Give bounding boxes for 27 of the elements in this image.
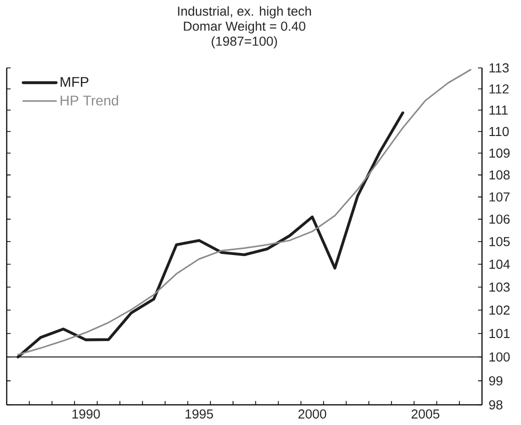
y-tick-label: 105 — [490, 236, 510, 246]
legend-label: HP Trend — [60, 95, 118, 106]
text: (1987=100) — [212, 36, 277, 48]
y-tick-label: 107 — [490, 192, 510, 202]
y-tick-label: 103 — [490, 282, 510, 292]
chart-title: Industrial, ex. high tech — [178, 6, 311, 18]
y-tick-label: 108 — [490, 170, 510, 180]
legend-label: MFP — [60, 77, 88, 87]
y-tick-label: 111 — [490, 106, 508, 115]
y-tick-label: 113 — [490, 63, 509, 72]
y-tick-label: 104 — [490, 260, 510, 269]
line-series — [17, 68, 472, 356]
y-tick-label: 100 — [490, 352, 510, 362]
x-tick-label: 2000 — [298, 409, 326, 419]
chart-subtitle: Domar Weight = 0.40 — [184, 21, 306, 34]
y-tick-label: 102 — [490, 306, 510, 315]
y-tick-label: 98 — [489, 400, 502, 410]
y-tick-label: 110 — [490, 126, 509, 136]
y-tick-label: 106 — [490, 214, 510, 224]
x-tick-label: 1990 — [72, 409, 100, 419]
y-tick-label: 112 — [490, 84, 509, 94]
x-tick-label: 1995 — [186, 409, 213, 419]
line-series — [16, 111, 404, 358]
y-tick-label: 109 — [490, 148, 510, 158]
y-tick-label: 101 — [490, 328, 510, 338]
y-tick-label: 99 — [489, 376, 502, 386]
x-tick-label: 2005 — [412, 409, 440, 419]
